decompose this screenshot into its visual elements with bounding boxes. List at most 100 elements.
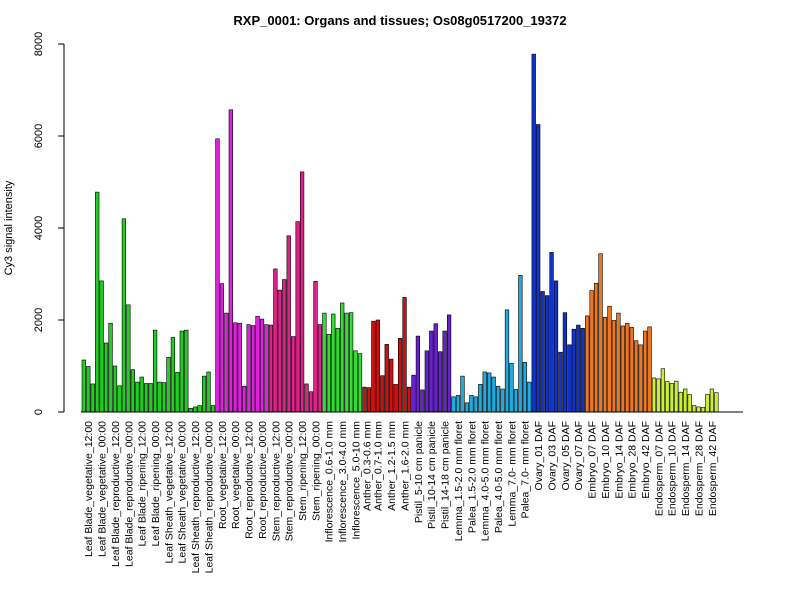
bar bbox=[585, 315, 590, 413]
bar bbox=[362, 386, 367, 413]
x-category-label: Stem_ripening_00:00 bbox=[310, 421, 322, 521]
y-tick-label: 6000 bbox=[33, 124, 45, 148]
x-axis-labels: Leaf Blade_vegetative_12:00 Leaf Blade_ve… bbox=[83, 421, 719, 574]
bar bbox=[148, 383, 153, 413]
bar bbox=[210, 405, 216, 413]
bar bbox=[482, 371, 487, 413]
bar bbox=[678, 391, 683, 413]
x-category-label: Leaf Sheath_vegetative_00:00 bbox=[177, 421, 189, 564]
y-tick-label: 8000 bbox=[33, 32, 45, 56]
bar bbox=[620, 325, 625, 413]
bar bbox=[629, 327, 634, 413]
bar bbox=[455, 395, 461, 413]
bar bbox=[709, 388, 715, 413]
bar bbox=[112, 365, 118, 413]
x-category-label: Root_vegetative_12:00 bbox=[217, 421, 229, 529]
bar bbox=[95, 191, 100, 413]
bar bbox=[366, 387, 372, 413]
bar bbox=[273, 268, 278, 413]
x-category-label: Leaf Blade_ripening_00:00 bbox=[150, 421, 162, 547]
bar bbox=[642, 330, 648, 413]
bar bbox=[242, 385, 247, 413]
y-tick-label: 4000 bbox=[33, 216, 45, 240]
bar bbox=[233, 322, 238, 413]
bar bbox=[406, 386, 412, 413]
x-category-label: Ovary_05 DAF bbox=[560, 421, 572, 490]
bar bbox=[121, 218, 127, 413]
x-category-label: Embryo_10 DAF bbox=[600, 421, 612, 499]
bar bbox=[322, 312, 327, 413]
bar bbox=[571, 328, 576, 413]
bar bbox=[589, 290, 594, 413]
x-category-label: Embryo_07 DAF bbox=[587, 421, 599, 499]
bar bbox=[193, 406, 198, 413]
bar bbox=[237, 322, 242, 413]
bar bbox=[170, 337, 176, 413]
bar bbox=[304, 383, 309, 413]
bar bbox=[402, 297, 407, 413]
bar bbox=[429, 330, 434, 413]
x-category-label: Anther_0.3-0.6 mm bbox=[362, 421, 374, 511]
bar bbox=[527, 381, 532, 413]
bar bbox=[504, 309, 510, 413]
x-category-label: Leaf Sheath_reproductive_12:00 bbox=[190, 421, 202, 574]
bar bbox=[518, 275, 523, 413]
bar bbox=[598, 253, 603, 413]
bar bbox=[656, 378, 661, 413]
bar bbox=[384, 344, 389, 413]
bar bbox=[393, 384, 398, 413]
bar bbox=[250, 325, 256, 413]
x-category-label: Anther_1.6-2.0 mm bbox=[399, 421, 411, 511]
bar bbox=[201, 375, 207, 413]
bar bbox=[380, 375, 385, 413]
bar bbox=[326, 333, 331, 413]
x-category-label: Endosperm_28 DAF bbox=[693, 421, 705, 516]
x-category-label: Embryo_14 DAF bbox=[613, 421, 625, 499]
bar bbox=[611, 320, 617, 413]
x-category-label: Embryo_42 DAF bbox=[640, 421, 652, 499]
bar bbox=[700, 407, 706, 413]
x-category-label: Stem_reproductive_00:00 bbox=[284, 421, 296, 541]
bar bbox=[152, 329, 158, 413]
bar bbox=[522, 362, 527, 413]
bar bbox=[460, 375, 465, 413]
x-category-label: Stem_reproductive_12:00 bbox=[270, 421, 282, 541]
bar bbox=[660, 368, 666, 413]
bar bbox=[353, 350, 358, 413]
bar bbox=[451, 396, 456, 413]
x-category-label: Ovary_01 DAF bbox=[533, 421, 545, 490]
bar bbox=[215, 138, 220, 413]
bar bbox=[442, 330, 447, 413]
bar bbox=[108, 322, 113, 413]
bar bbox=[540, 291, 545, 413]
x-category-label: Inflorescence_0.6-1.0 mm bbox=[324, 421, 336, 543]
bar bbox=[705, 394, 710, 413]
bar bbox=[544, 295, 550, 413]
bar bbox=[375, 319, 380, 413]
x-category-label: Lemma_1.5-2.0 mm floret bbox=[453, 421, 465, 541]
bar bbox=[348, 312, 354, 413]
bar bbox=[389, 358, 394, 413]
bar bbox=[696, 406, 701, 413]
bar bbox=[558, 351, 563, 413]
bar bbox=[357, 353, 363, 413]
bar bbox=[536, 124, 541, 413]
bar bbox=[553, 280, 559, 413]
bar bbox=[665, 381, 670, 413]
x-category-label: Root_reproductive_12:00 bbox=[244, 421, 256, 539]
bar bbox=[224, 312, 229, 413]
bar bbox=[81, 359, 86, 413]
x-category-label: Leaf Blade_reproductive_12:00 bbox=[110, 421, 122, 567]
bar bbox=[438, 351, 443, 413]
bar bbox=[491, 376, 496, 413]
bar bbox=[264, 324, 269, 413]
bar bbox=[126, 304, 131, 413]
bar bbox=[638, 344, 643, 413]
bar bbox=[478, 384, 483, 413]
bar bbox=[308, 391, 314, 413]
bar bbox=[420, 389, 425, 413]
bar bbox=[593, 282, 599, 413]
bar bbox=[567, 344, 572, 413]
bar bbox=[714, 392, 719, 413]
